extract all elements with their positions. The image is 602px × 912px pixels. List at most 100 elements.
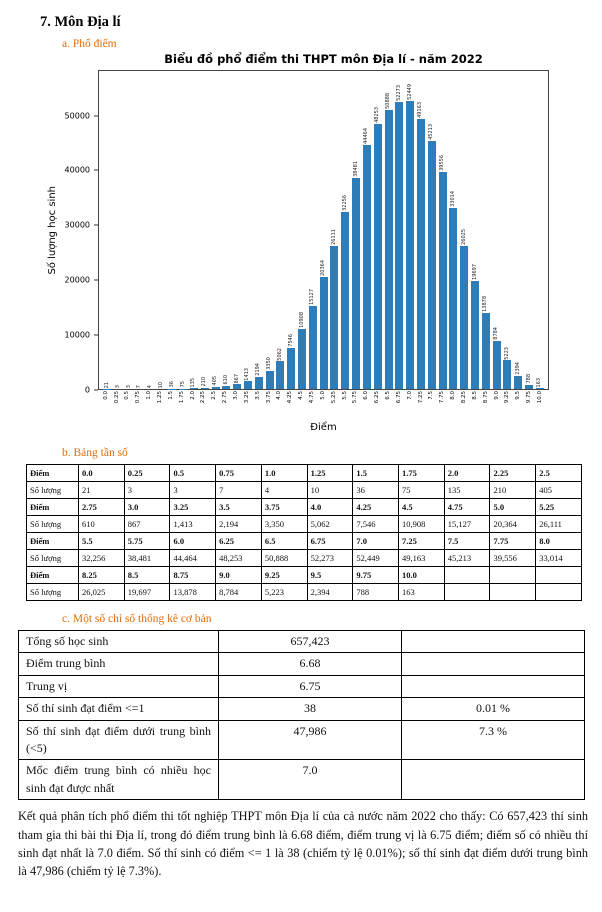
x-tick: 6.25 xyxy=(372,391,383,420)
freq-cell-diem: 5.5 xyxy=(78,532,125,550)
stats-value: 7.0 xyxy=(218,759,402,801)
x-tick-label: 2.0 xyxy=(189,391,196,400)
freq-cell-soluong: 5,062 xyxy=(306,515,354,533)
x-tick: 4.5 xyxy=(296,391,307,420)
x-tick-label: 1.25 xyxy=(156,391,163,404)
bar-column: 38481 xyxy=(351,71,362,389)
x-tick: 10.0 xyxy=(535,391,546,420)
bar-column: 7546 xyxy=(286,71,297,389)
bar-value-label: 135 xyxy=(190,377,197,388)
x-tick: 1.75 xyxy=(177,391,188,420)
bar-column: 788 xyxy=(524,71,535,389)
stats-label: Trung vị xyxy=(18,674,219,699)
bar xyxy=(384,109,393,389)
bar-column: 13878 xyxy=(480,71,491,389)
freq-cell-diem: 6.75 xyxy=(306,532,354,550)
freq-cell-diem: 7.75 xyxy=(489,532,537,550)
x-tick-label: 4.0 xyxy=(276,391,283,400)
bar-column: 5223 xyxy=(502,71,513,389)
bar-column: 20364 xyxy=(318,71,329,389)
stats-row: Điểm trung bình 6.68 xyxy=(18,652,585,676)
y-tick-label: 20000 xyxy=(64,275,90,285)
bar-column: 50888 xyxy=(383,71,394,389)
x-tick-label: 3.0 xyxy=(232,391,239,400)
bar-value-label: 26025 xyxy=(460,229,467,246)
freq-row-diem: Điểm 8.25 8.5 8.75 9.0 9.25 9.5 9.75 10.0 xyxy=(26,566,582,584)
section-title: 7. Môn Địa lí xyxy=(40,14,121,30)
bar-column: 610 xyxy=(221,71,232,389)
freq-cell-diem: 6.0 xyxy=(169,532,217,550)
freq-cell-soluong: 867 xyxy=(123,515,171,533)
bar xyxy=(503,360,512,389)
x-tick: 1.0 xyxy=(144,391,155,420)
bar-column: 32256 xyxy=(340,71,351,389)
freq-cell-soluong: 4 xyxy=(260,481,308,499)
bar-value-label: 39556 xyxy=(439,154,446,171)
x-tick-label: 0.75 xyxy=(135,391,142,404)
bar-column: 52449 xyxy=(405,71,416,389)
bar xyxy=(406,101,415,389)
bar-column: 1413 xyxy=(243,71,254,389)
x-tick: 4.75 xyxy=(307,391,318,420)
x-tick: 3.0 xyxy=(231,391,242,420)
freq-cell-soluong xyxy=(535,583,582,601)
bar xyxy=(449,207,458,389)
freq-cell-soluong: 135 xyxy=(443,481,491,499)
x-tick: 5.75 xyxy=(351,391,362,420)
x-tick-label: 4.75 xyxy=(309,391,315,404)
bar-column: 3 xyxy=(113,71,124,389)
bar-column: 210 xyxy=(199,71,210,389)
bar-value-label: 4 xyxy=(147,384,154,388)
x-tick-label: 7.5 xyxy=(428,391,435,400)
x-tick: 4.0 xyxy=(275,391,286,420)
bar-value-label: 3350 xyxy=(266,356,273,370)
stats-value: 47,986 xyxy=(218,719,402,761)
stats-label: Số thí sinh đạt điểm <=1 xyxy=(18,697,219,721)
frequency-table: Điểm 0.0 0.25 0.5 0.75 1.0 1.25 1.5 1.75 2.0 2.25 2… xyxy=(26,464,582,601)
x-tick: 5.0 xyxy=(318,391,329,420)
freq-cell-soluong: 13,878 xyxy=(169,583,217,601)
bar-value-label: 26111 xyxy=(330,228,337,245)
x-tick: 7.5 xyxy=(427,391,438,420)
bar-value-label: 8784 xyxy=(493,327,500,340)
freq-cell-soluong: 33,014 xyxy=(535,549,582,567)
bar xyxy=(298,329,307,389)
freq-cell-diem: 8.75 xyxy=(169,566,217,584)
bar-column: 2194 xyxy=(253,71,264,389)
freq-row-label: Số lượng xyxy=(26,515,79,533)
bar xyxy=(427,140,436,389)
x-tick: 8.0 xyxy=(449,391,460,420)
x-tick: 6.75 xyxy=(394,391,405,420)
bar xyxy=(460,246,469,389)
stats-row: Số thí sinh đạt điểm <=1 38 0.01 % xyxy=(18,697,585,721)
statistics-table: Tổng số học sinh 657,423 Điểm trung bình 6.… xyxy=(18,629,585,801)
freq-cell-diem: 7.25 xyxy=(398,532,445,550)
bar xyxy=(308,305,317,389)
freq-cell-diem: 5.0 xyxy=(489,498,537,516)
freq-cell-soluong: 163 xyxy=(398,583,445,601)
freq-row-label: Điểm xyxy=(26,532,79,550)
x-tick: 3.25 xyxy=(242,391,253,420)
x-tick-label: 0.5 xyxy=(124,391,131,400)
freq-cell-diem: 8.0 xyxy=(535,532,582,550)
freq-cell-soluong: 5,223 xyxy=(260,583,308,601)
freq-cell-diem: 6.5 xyxy=(260,532,308,550)
freq-cell-diem: 4.75 xyxy=(443,498,491,516)
freq-cell-diem: 0.75 xyxy=(215,464,262,482)
x-tick-label: 10.0 xyxy=(537,391,544,404)
bar-value-label: 3 xyxy=(114,384,121,388)
bar xyxy=(287,347,296,389)
bar-column: 26111 xyxy=(329,71,340,389)
y-tick-mark xyxy=(94,115,98,117)
x-tick: 9.75 xyxy=(525,391,536,420)
score-distribution-chart: Biểu đồ phổ điểm thi THPT môn Địa lí - n… xyxy=(46,52,590,433)
freq-cell-soluong: 48,253 xyxy=(215,549,262,567)
freq-cell-soluong: 50,888 xyxy=(260,549,308,567)
x-tick-label: 1.5 xyxy=(167,391,174,400)
freq-cell-soluong: 52,449 xyxy=(352,549,400,567)
x-tick: 2.0 xyxy=(188,391,199,420)
x-tick: 8.75 xyxy=(481,391,492,420)
bar-column: 3350 xyxy=(264,71,275,389)
y-tick-label: 50000 xyxy=(64,111,90,121)
x-tick: 3.5 xyxy=(253,391,264,420)
